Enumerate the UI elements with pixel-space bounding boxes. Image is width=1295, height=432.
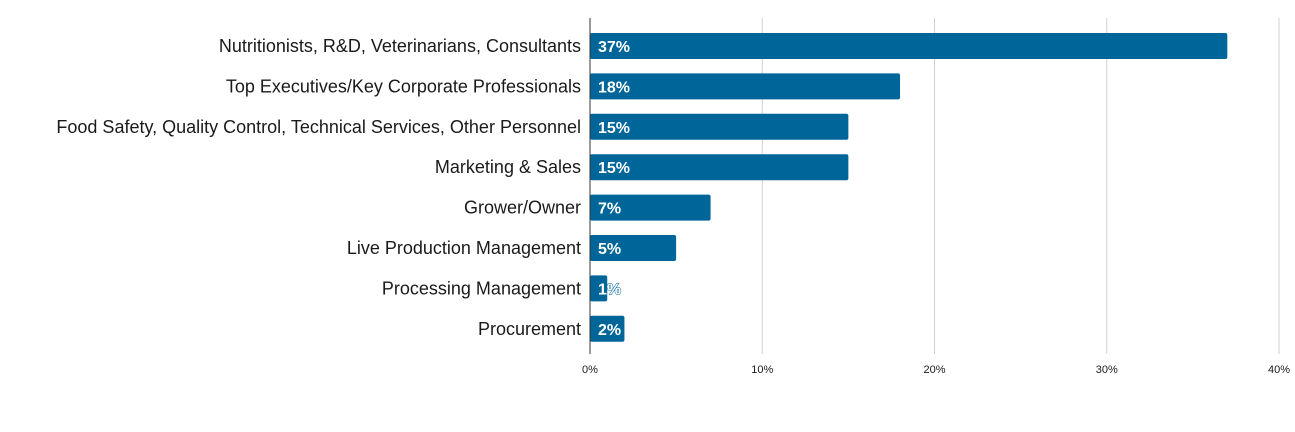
bar xyxy=(590,275,608,302)
bar xyxy=(590,73,901,100)
bar xyxy=(590,154,849,181)
category-label: Food Safety, Quality Control, Technical … xyxy=(56,117,581,137)
bar xyxy=(590,113,849,140)
bar-data-label: 37% xyxy=(598,39,630,56)
category-label: Procurement xyxy=(478,319,581,339)
category-label: Processing Management xyxy=(382,278,581,298)
bar-data-label: 15% xyxy=(598,160,630,177)
bar xyxy=(590,194,711,221)
bar xyxy=(590,33,1228,59)
bars: 37% 18% 15% 15% 7% 5% 1% 2% xyxy=(590,33,1228,342)
bar-data-label: 2% xyxy=(598,322,621,339)
x-tick-label: 0% xyxy=(582,364,598,376)
bar-data-label: 15% xyxy=(598,120,630,137)
category-label: Grower/Owner xyxy=(464,198,581,218)
x-tick-label: 10% xyxy=(751,364,773,376)
category-label: Live Production Management xyxy=(347,238,581,258)
x-tick-label: 30% xyxy=(1096,364,1118,376)
category-labels: Nutritionists, R&D, Veterinarians, Consu… xyxy=(56,36,581,339)
bar-data-label: 18% xyxy=(598,79,630,96)
category-label: Marketing & Sales xyxy=(435,157,581,177)
x-tick-label: 20% xyxy=(923,364,945,376)
category-label: Nutritionists, R&D, Veterinarians, Consu… xyxy=(219,36,581,56)
bar xyxy=(590,315,625,342)
x-axis-ticks: 0% 10% 20% 30% 40% xyxy=(582,364,1290,376)
category-label: Top Executives/Key Corporate Professiona… xyxy=(226,76,581,96)
bar-data-label: 1% xyxy=(598,281,621,298)
bar xyxy=(590,235,677,261)
bar-data-label: 5% xyxy=(598,241,621,258)
x-tick-label: 40% xyxy=(1268,364,1290,376)
gridlines xyxy=(761,18,1280,354)
bar-data-label: 7% xyxy=(598,201,621,218)
